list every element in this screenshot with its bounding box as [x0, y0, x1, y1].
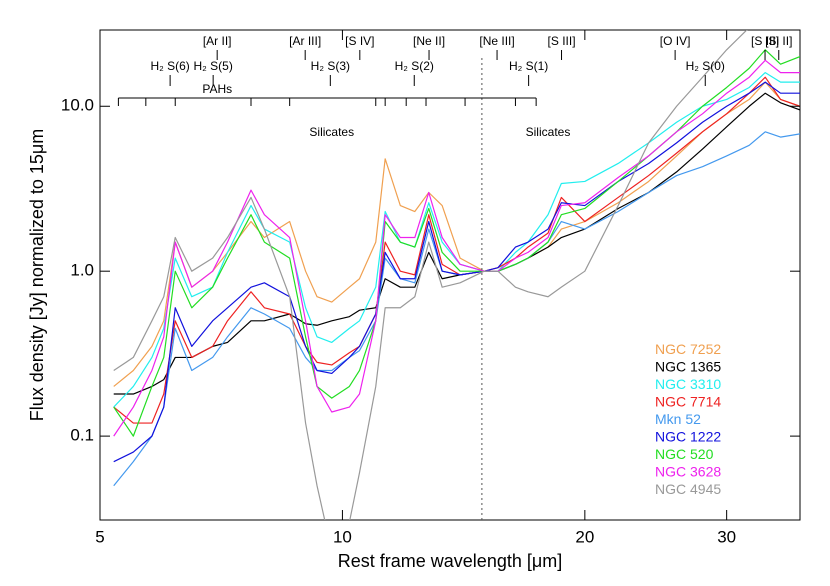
line-label: [Ne II] — [413, 34, 445, 48]
legend-entry: NGC 3310 — [655, 376, 721, 392]
legend-entry: NGC 4945 — [655, 481, 721, 497]
series-line — [113, 76, 800, 424]
series-line — [113, 81, 800, 387]
line-label: [Ar II] — [203, 34, 232, 48]
y-tick-label: 0.1 — [70, 426, 94, 445]
h2-label: H₂ S(6) — [150, 59, 189, 73]
h2-label: H₂ S(5) — [193, 59, 232, 73]
legend-entry: NGC 520 — [655, 446, 714, 462]
x-tick-label: 20 — [575, 527, 594, 546]
series-line — [113, 30, 748, 520]
x-axis-title: Rest frame wavelength [μm] — [338, 551, 562, 571]
series-line — [113, 59, 800, 437]
legend-entry: NGC 3628 — [655, 464, 721, 480]
plot-frame — [99, 29, 801, 521]
legend-entry: NGC 1222 — [655, 429, 721, 445]
line-label: [Ar III] — [289, 34, 321, 48]
y-tick-label: 10.0 — [61, 96, 94, 115]
series-line — [113, 81, 800, 463]
y-axis-title: Flux density [Jy] normalized to 15μm — [27, 129, 47, 421]
x-tick-label: 10 — [333, 527, 352, 546]
series-line — [113, 131, 800, 487]
y-tick-label: 1.0 — [70, 261, 94, 280]
x-tick-label: 5 — [95, 527, 104, 546]
series-line — [113, 92, 800, 395]
h2-label: H₂ S(2) — [395, 59, 434, 73]
line-label: [Ne III] — [479, 34, 514, 48]
line-label: [Si II] — [765, 34, 792, 48]
line-label: [S IV] — [345, 34, 374, 48]
h2-label: H₂ S(3) — [311, 59, 350, 73]
h2-label: H₂ S(1) — [509, 59, 548, 73]
legend-entry: Mkn 52 — [655, 411, 701, 427]
silicate-label: Silicates — [309, 125, 354, 139]
curves — [113, 30, 800, 520]
h2-label: H₂ S(0) — [686, 59, 725, 73]
line-label: [O IV] — [660, 34, 691, 48]
pah-label: PAHs — [202, 82, 232, 96]
line-label: [S III] — [751, 34, 779, 48]
silicate-label: Silicates — [526, 125, 571, 139]
legend-entry: NGC 1365 — [655, 359, 721, 375]
x-tick-label: 30 — [717, 527, 736, 546]
line-label: [S III] — [548, 34, 576, 48]
legend-entry: NGC 7714 — [655, 394, 721, 410]
legend-entry: NGC 7252 — [655, 341, 721, 357]
